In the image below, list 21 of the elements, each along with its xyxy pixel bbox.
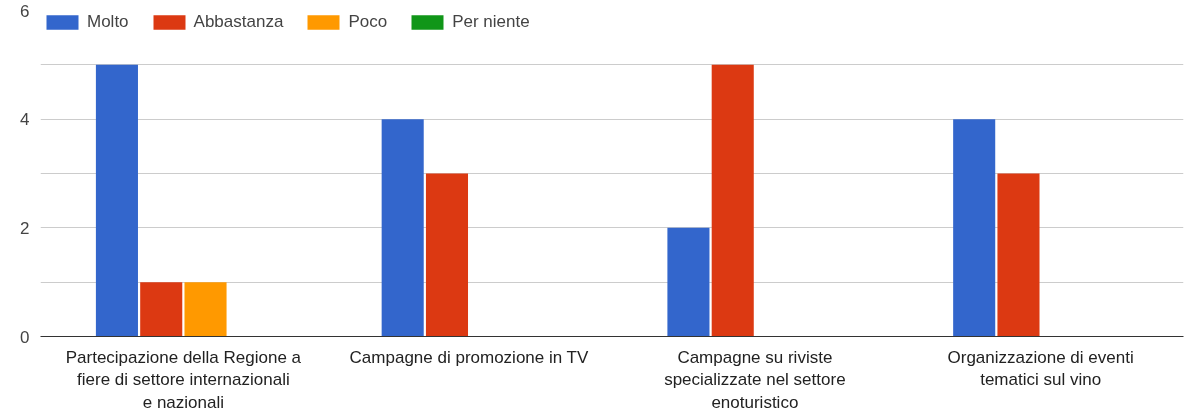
legend-label: Poco — [348, 12, 388, 32]
x-tick-label: Partecipazione della Regione a fiere di settore internazionali e nazionali — [65, 347, 302, 413]
y-tick-label: 4 — [20, 110, 30, 130]
y-tick-label: 0 — [20, 327, 30, 347]
x-tick-label: Campagne su riviste specializzate nel settore enoturistico — [664, 347, 846, 413]
bar — [184, 282, 227, 337]
bar — [997, 173, 1040, 337]
legend-label: Abbastanza — [193, 12, 284, 32]
legend-label: Per niente — [452, 12, 530, 32]
bar — [953, 119, 996, 337]
x-tick-label: Organizzazione di eventi tematici sul vino — [947, 347, 1134, 390]
legend-label: Molto — [87, 12, 129, 32]
bar — [425, 173, 469, 337]
y-tick-label: 2 — [20, 218, 30, 238]
bar — [140, 282, 183, 337]
bar — [711, 64, 754, 337]
bar — [667, 227, 710, 337]
y-tick-label: 6 — [20, 1, 30, 21]
bar — [381, 119, 424, 337]
bar — [95, 64, 138, 337]
x-tick-label: Campagne di promozione in TV — [349, 347, 590, 367]
